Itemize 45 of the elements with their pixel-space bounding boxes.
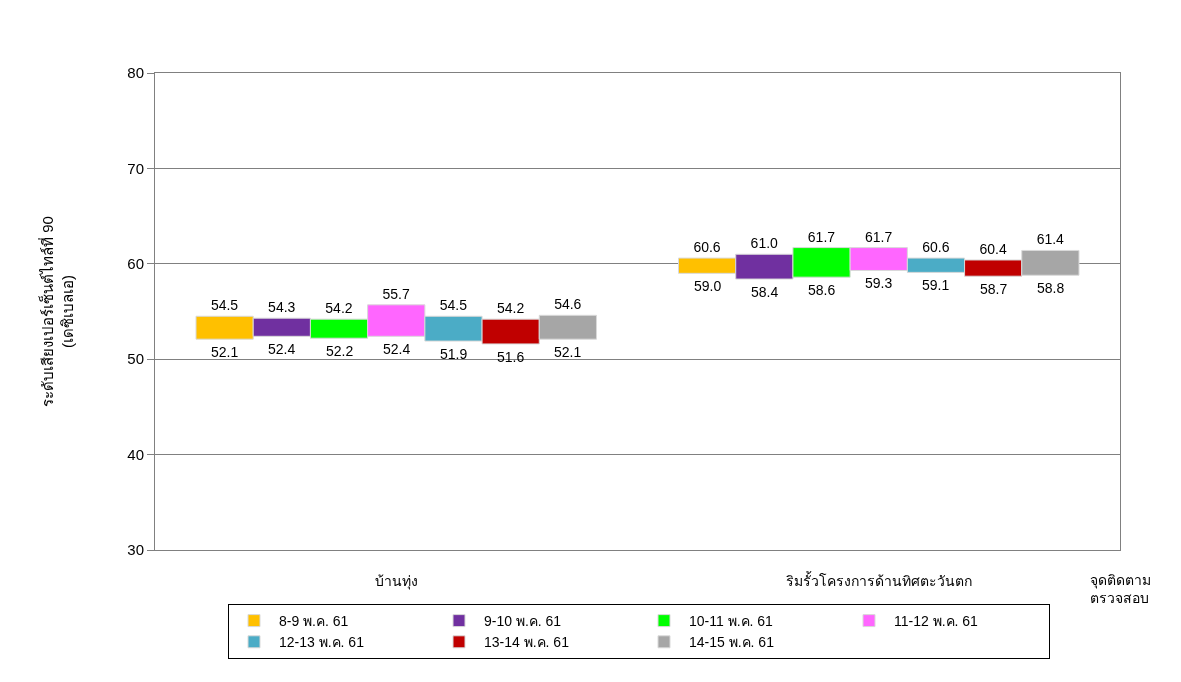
- annotation: 59.1: [922, 277, 950, 293]
- annotation: 58.6: [808, 282, 836, 298]
- y-tick-label: 40: [127, 445, 144, 463]
- annotation: 59.3: [865, 275, 893, 291]
- annotation: 52.4: [383, 341, 411, 357]
- annotation: 52.2: [326, 343, 354, 359]
- legend-label: 13-14 พ.ค. 61: [484, 634, 570, 651]
- data-label: 61.0: [750, 235, 779, 252]
- data-label: 54.3: [268, 299, 296, 316]
- data-label: 61.7: [807, 228, 836, 245]
- data-label: 54.2: [325, 300, 353, 317]
- annotation: 52.4: [268, 341, 296, 357]
- x-tick-label: บ้านทุ่ง: [374, 572, 418, 590]
- annotation: 51.9: [440, 346, 468, 362]
- legend-label: 12-13 พ.ค. 61: [279, 634, 365, 651]
- annotation: 58.4: [751, 284, 779, 300]
- data-label: 54.5: [439, 297, 468, 314]
- y-tick-label: 60: [127, 255, 144, 273]
- x-axis-title: จุดติดตาม ตรวจสอบ: [1090, 572, 1151, 607]
- data-label: 54.5: [210, 297, 239, 314]
- legend-label: 11-12 พ.ค. 61: [894, 613, 979, 630]
- legend-label: 10-11 พ.ค. 61: [689, 613, 774, 630]
- data-label: 61.7: [865, 228, 893, 245]
- y-tick-label: 70: [127, 159, 144, 177]
- data-label: 55.7: [382, 285, 410, 302]
- y-tick-label: 50: [127, 350, 144, 368]
- y-axis-title: ระดับเสียงเปอร์เซ็นต์ไทล์ที่ 90 (เดซิเบลเอ): [37, 216, 76, 407]
- data-label: 60.4: [979, 240, 1007, 257]
- data-label: 61.4: [1036, 231, 1065, 248]
- annotation: 52.1: [554, 344, 582, 360]
- y-tick-label: 30: [127, 541, 144, 559]
- annotation: 59.0: [694, 278, 722, 294]
- data-label: 54.2: [496, 300, 525, 317]
- x-tick-label: ริมรั้วโครงการด้านทิศตะวันตก: [785, 570, 972, 589]
- legend-label: 8-9 พ.ค. 61: [279, 613, 349, 630]
- data-label: 60.6: [922, 239, 950, 256]
- data-label: 54.6: [554, 296, 582, 313]
- legend-label: 14-15 พ.ค. 61: [689, 634, 775, 651]
- annotation: 58.7: [980, 281, 1008, 297]
- legend-label: 9-10 พ.ค. 61: [484, 613, 562, 630]
- y-tick-label: 80: [127, 64, 144, 82]
- data-label: 60.6: [693, 239, 721, 256]
- annotation: 51.6: [497, 349, 525, 365]
- annotation: 52.1: [211, 344, 239, 360]
- annotation: 58.8: [1037, 280, 1065, 296]
